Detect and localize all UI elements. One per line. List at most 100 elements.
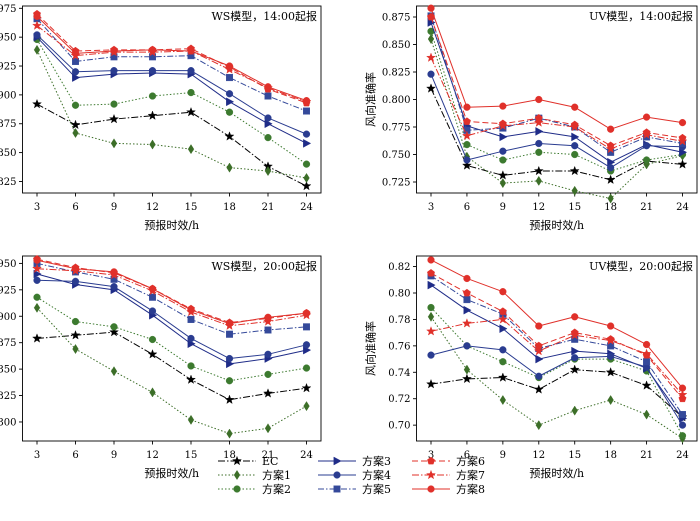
legend-label: 方案1	[262, 468, 291, 482]
series-line	[430, 316, 683, 439]
y-tick-label: 0.74	[388, 368, 410, 379]
y-tick-label: 0.800	[0, 417, 17, 428]
series-line	[430, 15, 683, 153]
data-point	[33, 31, 41, 39]
series-line	[430, 318, 683, 396]
x-tick-label: 18	[223, 450, 236, 461]
series-plan-2	[33, 35, 311, 168]
series-line	[430, 74, 683, 169]
data-point	[225, 74, 233, 82]
data-point	[148, 285, 157, 293]
data-point	[499, 132, 508, 142]
data-point	[110, 366, 118, 377]
chart-panel-2: 3 6 9 12 15 18 21 24 0.725 0.750 0.775 0.800 0.825 0.…	[364, 4, 698, 232]
legend-marker	[333, 456, 342, 466]
data-point	[33, 276, 41, 284]
y-tick-label: 0.825	[382, 68, 411, 79]
data-point	[535, 139, 543, 148]
y-tick-label: 0.875	[382, 13, 411, 24]
x-tick-label: 21	[262, 450, 275, 461]
y-tick-label: 0.825	[0, 391, 17, 402]
data-point	[533, 165, 544, 176]
data-point	[225, 320, 234, 328]
y-tick-label: 0.80	[388, 289, 410, 300]
data-point	[571, 185, 578, 196]
series-ec	[32, 98, 312, 191]
data-point	[607, 193, 614, 204]
data-point	[605, 367, 616, 377]
data-point	[264, 350, 272, 358]
x-axis-label: 预报时效/h	[144, 466, 199, 480]
x-tick-label: 18	[604, 450, 617, 461]
series-line	[430, 22, 683, 163]
data-point	[187, 315, 195, 323]
legend-marker	[426, 469, 436, 480]
data-point	[225, 354, 234, 363]
x-tick-label: 9	[111, 450, 117, 461]
legend-label: 方案8	[456, 482, 485, 496]
data-point	[109, 326, 119, 337]
x-tick-label: 12	[532, 202, 545, 213]
data-point	[32, 333, 42, 343]
x-tick-label: 9	[500, 202, 506, 213]
legend-marker	[232, 455, 242, 466]
x-tick-label: 9	[500, 450, 506, 461]
x-tick-label: 6	[72, 202, 78, 213]
data-point	[461, 130, 472, 140]
data-point	[187, 334, 195, 343]
data-point	[110, 47, 118, 55]
legend-label: 方案4	[362, 468, 391, 482]
x-tick-label: 18	[604, 202, 617, 213]
data-point	[605, 335, 616, 345]
data-point	[302, 97, 311, 105]
data-point	[264, 326, 272, 334]
legend-entry: 方案7	[412, 468, 485, 482]
series-plan-7	[426, 314, 688, 399]
data-point	[426, 52, 436, 62]
chart-panel-3: 3 6 9 12 15 18 21 24 0.800 0.825 0.850 0.875 0.900 0.…	[0, 255, 322, 480]
legend-marker	[233, 485, 241, 493]
data-point	[427, 280, 436, 290]
data-point	[499, 324, 508, 334]
y-tick-label: 0.800	[382, 95, 411, 106]
series-ec	[32, 326, 312, 404]
chart-panel-4: 3 6 9 12 15 18 21 24 0.70 0.72 0.74 0.76 0.78 0.80 0.8…	[364, 255, 698, 480]
data-point	[463, 103, 471, 111]
data-point	[641, 348, 652, 358]
data-point	[427, 311, 435, 322]
data-point	[642, 340, 651, 349]
series-line	[430, 307, 683, 436]
y-tick-label: 0.70	[388, 421, 410, 432]
data-point	[678, 384, 687, 392]
data-point	[678, 432, 687, 440]
legend-marker	[427, 456, 435, 465]
data-point	[264, 313, 272, 321]
x-tick-label: 24	[300, 450, 313, 461]
data-point	[263, 388, 273, 398]
series-plan-2	[427, 27, 687, 175]
data-point	[679, 411, 687, 419]
x-axis-label: 预报时效/h	[529, 466, 584, 480]
series-line	[430, 259, 683, 389]
data-point	[71, 265, 80, 273]
y-tick-label: 0.900	[0, 312, 17, 323]
data-point	[463, 305, 472, 315]
series-line	[36, 36, 307, 144]
data-point	[226, 428, 233, 439]
series-line	[36, 103, 307, 187]
data-point	[499, 358, 507, 366]
x-tick-label: 15	[568, 450, 581, 461]
legend-marker	[427, 485, 435, 493]
series-line	[36, 258, 307, 324]
data-point	[569, 165, 580, 176]
data-point	[187, 67, 195, 75]
y-tick-label: 0.900	[0, 90, 17, 101]
legend-entry: 方案1	[218, 468, 291, 482]
series-line	[430, 16, 683, 147]
data-point	[677, 136, 688, 146]
data-point	[187, 88, 195, 97]
x-tick-label: 15	[568, 202, 581, 213]
x-tick-label: 3	[428, 202, 434, 213]
data-point	[225, 90, 234, 98]
